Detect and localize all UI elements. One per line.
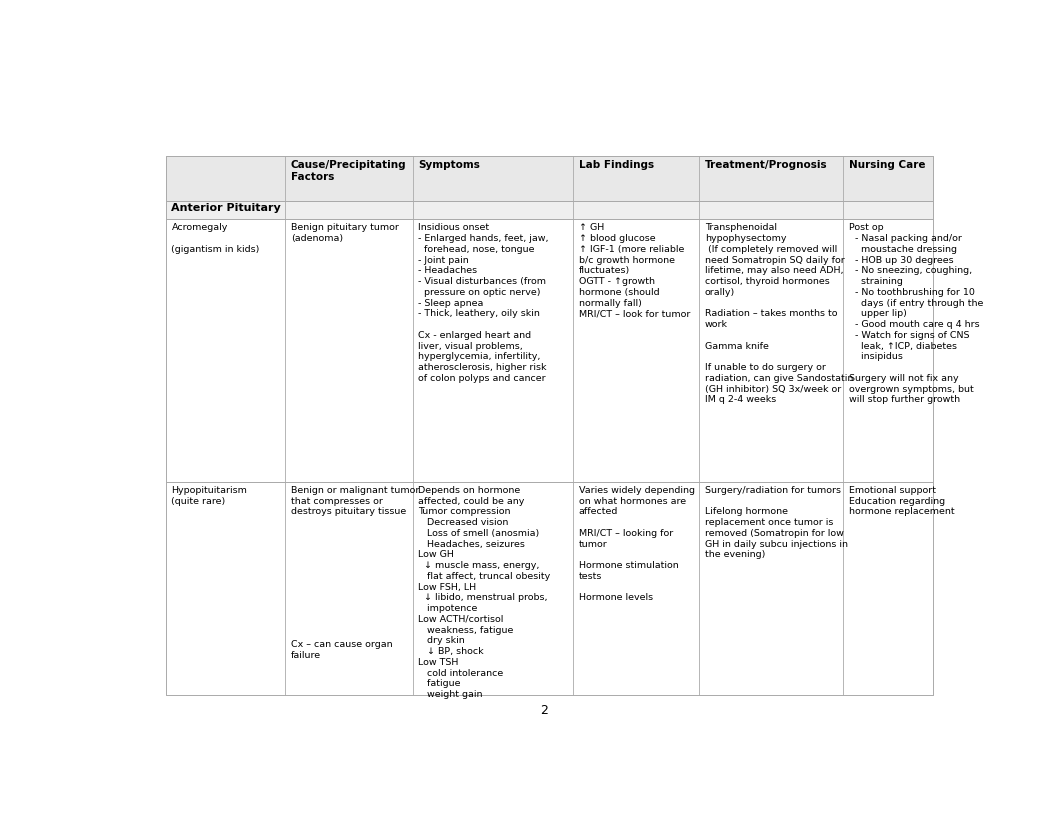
Text: Transphenoidal
hypophysectomy
 (If completely removed will
need Somatropin SQ da: Transphenoidal hypophysectomy (If comple… [705,224,853,404]
Text: ↑ GH
↑ blood glucose
↑ IGF-1 (more reliable
b/c growth hormone
fluctuates)
OGTT : ↑ GH ↑ blood glucose ↑ IGF-1 (more relia… [579,224,690,318]
Text: Benign pituitary tumor
(adenoma): Benign pituitary tumor (adenoma) [291,224,398,243]
Text: Lab Findings: Lab Findings [579,160,654,170]
Bar [166,219,932,482]
Text: 2: 2 [541,704,548,718]
Text: Hypopituitarism
(quite rare): Hypopituitarism (quite rare) [171,486,247,506]
Text: Anterior Pituitary: Anterior Pituitary [171,203,281,214]
Bar [166,155,932,695]
Text: Symptoms: Symptoms [418,160,480,170]
Text: Varies widely depending
on what hormones are
affected

MRI/CT – looking for
tumo: Varies widely depending on what hormones… [579,486,695,603]
Text: Cx – can cause organ
failure: Cx – can cause organ failure [291,640,392,660]
Bar [166,482,932,695]
Text: Treatment/Prognosis: Treatment/Prognosis [705,160,827,170]
Text: Post op
  - Nasal packing and/or
    moustache dressing
  - HOB up 30 degrees
  : Post op - Nasal packing and/or moustache… [849,224,983,404]
Text: Acromegaly

(gigantism in kids): Acromegaly (gigantism in kids) [171,224,260,254]
Text: Emotional support
Education regarding
hormone replacement: Emotional support Education regarding ho… [849,486,955,516]
Text: Cause/Precipitating
Factors: Cause/Precipitating Factors [291,160,407,182]
Text: Depends on hormone
affected, could be any
Tumor compression
   Decreased vision
: Depends on hormone affected, could be an… [418,486,550,700]
Text: Insidious onset
- Enlarged hands, feet, jaw,
  forehead, nose, tongue
- Joint pa: Insidious onset - Enlarged hands, feet, … [418,224,549,383]
Text: Surgery/radiation for tumors

Lifelong hormone
replacement once tumor is
removed: Surgery/radiation for tumors Lifelong ho… [705,486,847,560]
Bar [166,155,932,201]
Text: Benign or malignant tumor
that compresses or
destroys pituitary tissue: Benign or malignant tumor that compresse… [291,486,419,516]
Bar [166,201,932,219]
Text: Nursing Care: Nursing Care [849,160,925,170]
